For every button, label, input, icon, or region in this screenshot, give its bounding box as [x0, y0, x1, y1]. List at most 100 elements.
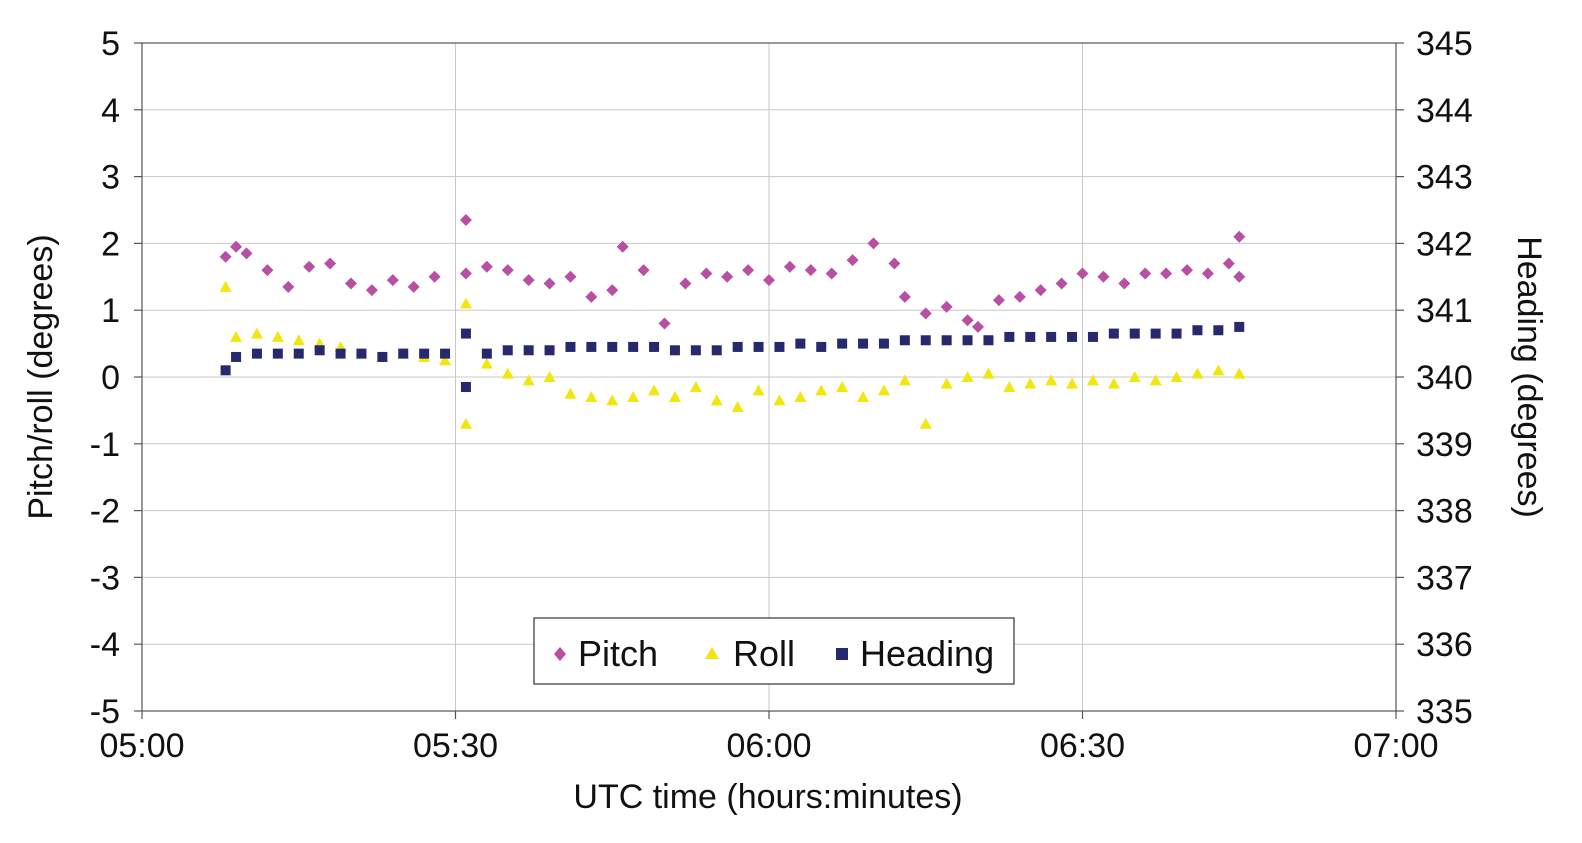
- y2-tick-label: 337: [1416, 559, 1473, 597]
- heading-point: [690, 345, 701, 356]
- roll-point: [1149, 374, 1162, 386]
- pitch-point: [1076, 267, 1089, 280]
- y-tick-label: -4: [90, 626, 120, 664]
- heading-point: [460, 328, 471, 339]
- pitch-point: [428, 270, 441, 283]
- roll-point: [219, 280, 232, 292]
- pitch-point: [804, 264, 817, 277]
- y-tick-label: 0: [101, 359, 120, 397]
- legend-heading-label: Heading: [860, 633, 994, 674]
- heading-point: [544, 345, 555, 356]
- pitch-point: [1097, 270, 1110, 283]
- legend: Pitch Roll Heading: [533, 617, 1015, 685]
- pitch-point: [940, 300, 953, 313]
- pitch-point: [1139, 267, 1152, 280]
- legend-item-pitch: Pitch: [554, 633, 658, 674]
- heading-point: [1087, 331, 1098, 342]
- roll-point: [1170, 371, 1183, 382]
- roll-point: [919, 417, 932, 429]
- pitch-point: [992, 294, 1005, 307]
- roll-point: [522, 374, 535, 386]
- y-tick-label: -1: [90, 426, 120, 464]
- heading-point: [878, 338, 889, 349]
- pitch-point: [888, 257, 901, 270]
- roll-point: [1128, 371, 1141, 382]
- heading-point: [565, 341, 576, 352]
- heading-point: [1150, 328, 1161, 339]
- legend-item-roll: Roll: [705, 633, 795, 674]
- heading-point: [377, 351, 388, 362]
- roll-point: [668, 391, 681, 403]
- heading-point: [816, 341, 827, 352]
- roll-point: [250, 327, 263, 339]
- pitch-point: [679, 277, 692, 290]
- roll-point: [857, 391, 870, 403]
- heading-point: [1025, 331, 1036, 342]
- pitch-point: [324, 257, 337, 270]
- roll-point: [940, 377, 953, 389]
- pitch-point: [230, 240, 243, 253]
- y-tick-label: -2: [90, 493, 120, 531]
- roll-point: [230, 330, 243, 342]
- pitch-point: [1055, 277, 1068, 290]
- pitch-point: [972, 320, 984, 333]
- y2-tick-label: 343: [1416, 159, 1473, 197]
- pitch-point: [1160, 267, 1173, 280]
- pitch-point: [240, 247, 253, 260]
- axes: 5 4 3 2 1 0 -1 -2 -3 -4 -5 345 344 343 342 341 340 339 338…: [90, 25, 1473, 765]
- heading-point: [837, 338, 848, 349]
- pitch-point: [721, 270, 734, 283]
- heading-point: [231, 351, 242, 362]
- roll-point: [585, 391, 598, 403]
- roll-point: [606, 394, 619, 406]
- pitch-point: [522, 274, 535, 287]
- y2-tick-label: 338: [1416, 493, 1473, 531]
- heading-point: [711, 345, 722, 356]
- roll-point: [648, 384, 661, 396]
- pitch-point: [219, 250, 232, 263]
- pitch-point: [742, 264, 755, 277]
- heading-point: [293, 348, 304, 359]
- pitch-point: [1233, 230, 1246, 243]
- heading-point: [649, 341, 660, 352]
- pitch-point: [1034, 284, 1047, 297]
- heading-point: [795, 338, 806, 349]
- roll-point: [271, 330, 284, 342]
- roll-point: [836, 381, 849, 393]
- pitch-point: [564, 270, 577, 283]
- pitch-point: [1201, 267, 1214, 280]
- heading-point: [962, 335, 973, 346]
- x-tick-label: 06:00: [726, 727, 811, 765]
- roll-point: [815, 384, 828, 396]
- y2-tick-label: 345: [1416, 25, 1473, 63]
- heading-point: [1192, 325, 1203, 336]
- pitch-point: [407, 280, 420, 293]
- x-tick-label: 05:30: [413, 727, 498, 765]
- y-tick-label: 4: [101, 92, 120, 130]
- pitch-point: [459, 267, 472, 280]
- series-roll: [219, 280, 1246, 429]
- y2-tick-label: 335: [1416, 693, 1473, 731]
- roll-point: [1191, 367, 1204, 379]
- pitch-point: [365, 284, 378, 297]
- roll-point: [1003, 381, 1016, 393]
- heading-point: [732, 341, 743, 352]
- roll-point: [292, 334, 305, 346]
- pitch-point: [386, 274, 399, 287]
- pitch-point: [261, 264, 274, 277]
- pitch-point: [783, 260, 796, 273]
- y2-tick-label: 336: [1416, 626, 1473, 664]
- x-axis-title: UTC time (hours:minutes): [573, 778, 962, 816]
- roll-point: [982, 367, 995, 379]
- roll-point: [961, 371, 974, 382]
- y-axis-title: Pitch/roll (degrees): [22, 234, 60, 519]
- heading-point: [983, 335, 994, 346]
- roll-point: [794, 391, 807, 403]
- heading-point: [481, 348, 492, 359]
- pitch-point: [898, 290, 911, 303]
- legend-roll-marker: [705, 647, 719, 659]
- heading-point: [1067, 331, 1078, 342]
- y-tick-label: -5: [90, 693, 120, 731]
- pitch-point: [303, 260, 316, 273]
